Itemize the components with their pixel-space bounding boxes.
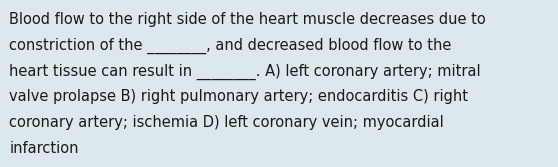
Text: constriction of the ________, and decreased blood flow to the: constriction of the ________, and decrea… [9, 38, 452, 54]
Text: infarction: infarction [9, 141, 79, 156]
Text: Blood flow to the right side of the heart muscle decreases due to: Blood flow to the right side of the hear… [9, 12, 486, 27]
Text: heart tissue can result in ________. A) left coronary artery; mitral: heart tissue can result in ________. A) … [9, 63, 481, 80]
Text: valve prolapse B) right pulmonary artery; endocarditis C) right: valve prolapse B) right pulmonary artery… [9, 89, 469, 104]
Text: coronary artery; ischemia D) left coronary vein; myocardial: coronary artery; ischemia D) left corona… [9, 115, 444, 130]
